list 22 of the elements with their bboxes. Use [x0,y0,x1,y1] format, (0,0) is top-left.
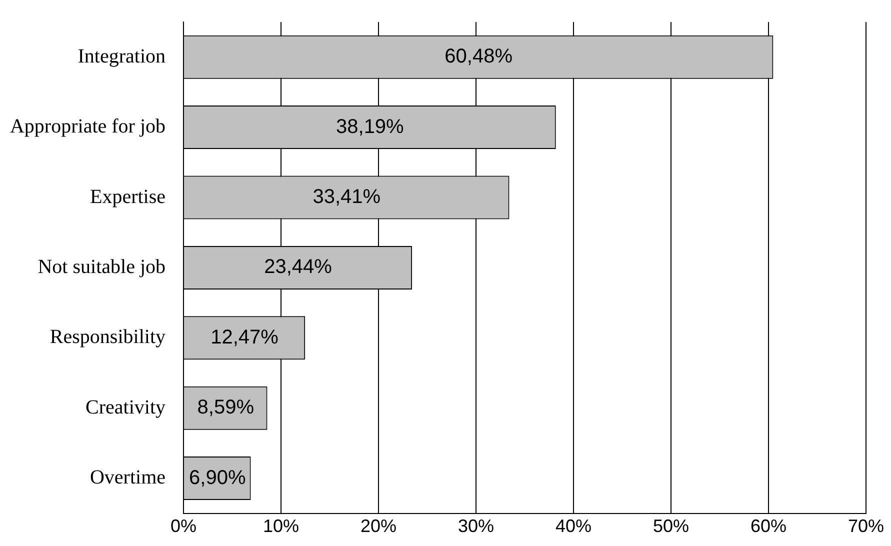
x-tick-label: 30% [458,516,494,536]
x-tick-label: 10% [262,516,300,536]
y-tick-label: Appropriate for job [10,116,166,138]
data-label: 6,90% [189,466,246,489]
data-label: 8,59% [197,396,254,419]
y-tick-label: Expertise [90,186,166,208]
x-tick-label: 0% [170,516,197,536]
x-tick-label: 70% [848,516,884,536]
y-tick-label: Not suitable job [38,256,166,278]
data-label: 12,47% [210,326,279,348]
y-tick-label: Creativity [86,396,166,418]
x-tick-label: 50% [652,516,690,536]
x-tick-label: 20% [360,516,397,536]
y-tick-label: Integration [78,45,166,68]
data-label: 60,48% [444,46,513,68]
y-tick-label: Responsibility [50,326,166,348]
x-tick-label: 40% [555,516,592,536]
data-label: 23,44% [264,256,332,278]
data-label: 38,19% [336,116,404,138]
x-tick-label: 60% [750,516,787,536]
y-tick-label: Overtime [90,466,166,489]
data-label: 33,41% [312,186,381,208]
